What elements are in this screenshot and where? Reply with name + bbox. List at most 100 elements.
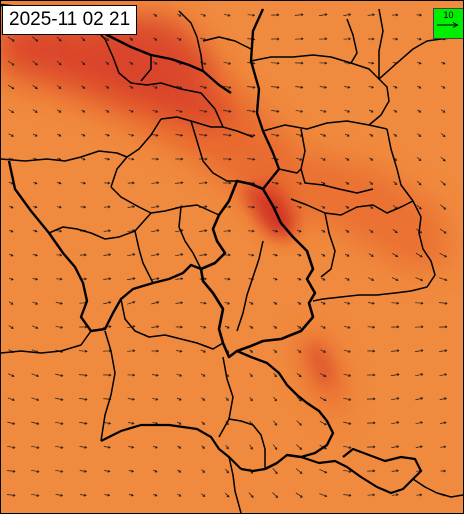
wind-arrow	[440, 61, 446, 65]
district-line-ne-3	[300, 128, 374, 194]
wind-arrow	[439, 325, 448, 329]
intensity-core-northwest	[1, 21, 231, 131]
intensity-core-south	[306, 346, 336, 386]
wind-arrow	[103, 445, 111, 449]
wind-arrow	[57, 109, 62, 113]
wind-arrow	[8, 301, 14, 305]
wind-arrow	[200, 13, 207, 17]
wind-arrow	[201, 445, 205, 449]
wind-arrow	[368, 229, 374, 233]
wind-arrow	[320, 301, 326, 305]
wind-arrow	[415, 373, 424, 377]
wind-arrow	[296, 420, 302, 426]
wind-arrow	[439, 228, 447, 234]
wind-arrow	[199, 301, 207, 305]
wind-arrow	[199, 85, 207, 89]
wind-arrow	[177, 445, 182, 449]
wind-arrow	[296, 444, 303, 450]
wind-arrow	[272, 229, 279, 233]
wind-arrow	[177, 493, 182, 497]
wind-arrow	[247, 13, 256, 17]
wind-arrow	[32, 229, 38, 233]
wind-arrow	[176, 397, 182, 401]
district-line-s-3	[218, 356, 234, 438]
wind-arrow	[343, 349, 351, 353]
wind-arrow	[344, 253, 350, 257]
wind-arrow	[81, 61, 86, 65]
wind-arrow	[128, 445, 135, 449]
wind-arrow	[7, 445, 16, 449]
wind-arrow	[345, 157, 350, 161]
wind-arrow	[80, 205, 87, 209]
wind-arrow	[176, 37, 182, 41]
wind-arrow	[175, 301, 184, 305]
wind-arrow	[368, 85, 374, 89]
wind-arrow	[321, 229, 326, 233]
wind-arrow	[31, 469, 40, 473]
wind-arrow	[247, 205, 255, 209]
wind-arrow	[391, 445, 400, 449]
wind-arrow	[367, 301, 375, 305]
wind-arrow	[152, 85, 158, 89]
wind-arrow	[81, 85, 86, 89]
wind-arrow	[104, 157, 111, 161]
wind-arrow	[127, 181, 135, 185]
wind-arrow	[440, 180, 446, 186]
wind-arrow	[415, 301, 424, 305]
wind-arrow	[79, 421, 88, 425]
wind-arrow	[368, 61, 375, 65]
wind-arrow	[223, 61, 232, 65]
wind-arrow	[79, 493, 87, 497]
wind-arrow	[127, 373, 136, 377]
wind-arrow	[296, 181, 303, 185]
wind-arrow	[151, 301, 160, 305]
wind-arrow	[32, 36, 39, 42]
wind-arrow	[417, 85, 422, 89]
wind-arrow	[103, 253, 112, 257]
wind-arrow	[321, 253, 326, 257]
wind-arrow	[129, 37, 134, 41]
wind-arrow	[367, 349, 376, 353]
district-line-s-1	[100, 330, 116, 442]
wind-arrow	[199, 253, 208, 257]
wind-arrow	[294, 37, 304, 41]
wind-arrow	[391, 325, 400, 329]
wind-arrow	[247, 157, 256, 161]
district-line-mid-5	[110, 186, 220, 216]
wind-arrow	[369, 157, 374, 161]
wind-arrow	[273, 325, 278, 329]
wind-arrow	[369, 181, 374, 185]
intensity-core-north	[81, 16, 216, 96]
wind-arrow	[8, 84, 15, 90]
district-line-se-1	[412, 478, 463, 498]
wind-arrow	[7, 373, 15, 377]
district-line-ne-1	[250, 54, 380, 80]
wind-arrow	[249, 397, 253, 402]
wind-arrow	[151, 157, 159, 161]
wind-arrow	[296, 253, 302, 257]
intensity-field	[1, 9, 451, 421]
wind-arrow	[270, 61, 280, 65]
wind-arrow	[392, 253, 399, 257]
wind-arrow	[32, 181, 38, 185]
wind-arrow	[176, 373, 183, 377]
wind-arrow	[127, 253, 136, 257]
wind-arrow	[8, 325, 14, 329]
wind-arrow	[78, 373, 88, 377]
wind-arrow	[344, 133, 350, 137]
wind-arrow	[7, 421, 16, 425]
wind-arrow	[32, 85, 38, 90]
wind-arrow	[80, 157, 86, 161]
wind-arrow	[320, 157, 326, 161]
wind-arrow	[201, 469, 205, 473]
wind-arrow	[367, 373, 376, 377]
wind-arrow	[440, 469, 447, 473]
wind-arrow	[344, 325, 351, 329]
wind-arrow	[153, 13, 158, 17]
wind-arrow	[79, 397, 88, 401]
district-line-ne-6	[386, 128, 422, 218]
wind-arrow	[439, 277, 448, 282]
wind-arrow	[8, 229, 14, 233]
wind-arrow	[31, 397, 40, 402]
